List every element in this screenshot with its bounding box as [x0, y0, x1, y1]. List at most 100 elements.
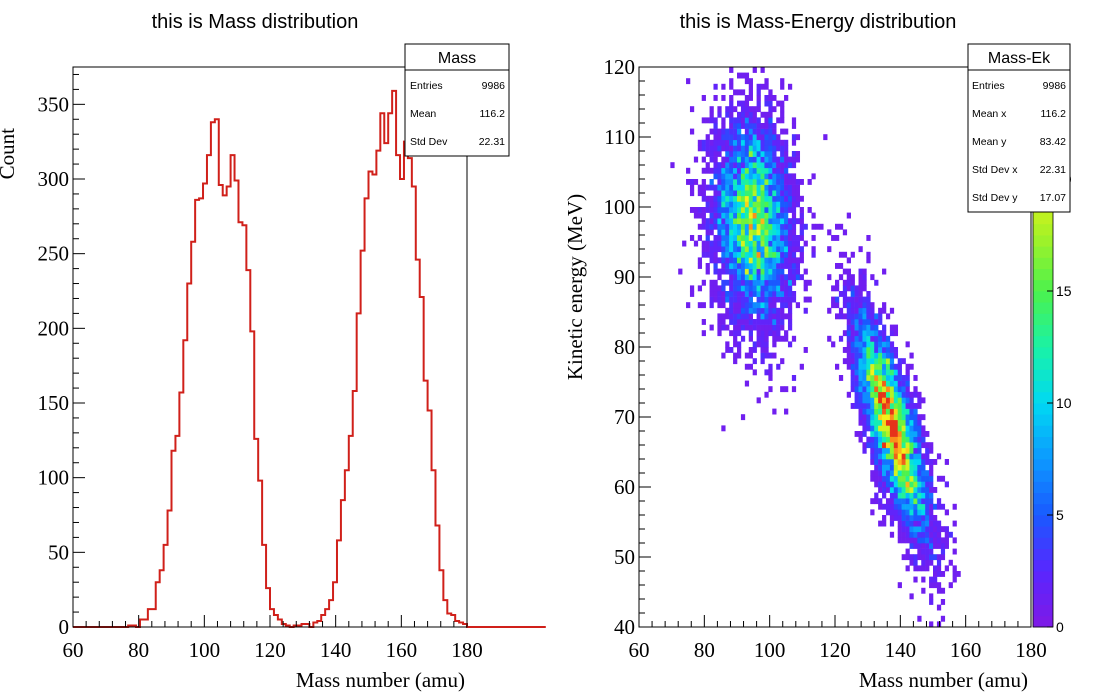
heatmap-cell: [929, 487, 934, 493]
heatmap-cell: [791, 123, 797, 129]
heatmap-cell: [866, 257, 871, 264]
heatmap-cell: [866, 358, 871, 365]
heatmap-cell: [838, 223, 844, 230]
heatmap-cell: [780, 117, 785, 124]
heatmap-cell: [733, 167, 738, 174]
heatmap-cell: [874, 369, 879, 376]
heatmap-cell: [917, 403, 922, 409]
heatmap-cell: [893, 436, 899, 443]
heatmap-cell: [752, 195, 757, 202]
heatmap-cell: [744, 235, 750, 241]
heatmap-cell: [744, 156, 750, 163]
heatmap-cell: [689, 190, 695, 197]
heatmap-cell: [936, 587, 942, 594]
heatmap-cell: [889, 419, 895, 426]
heatmap-cell: [866, 302, 871, 309]
heatmap-cell: [795, 151, 801, 157]
heatmap-cell: [921, 531, 926, 538]
heatmap-cell: [862, 391, 867, 398]
heatmap-cell: [893, 375, 899, 381]
heatmap-cell: [878, 453, 883, 460]
heatmap-cell: [897, 520, 902, 527]
heatmap-cell: [709, 195, 714, 202]
heatmap-cell: [882, 380, 887, 387]
mass-histogram-bin: [424, 381, 428, 627]
y-tick-label: 350: [38, 92, 70, 116]
heatmap-cell: [717, 268, 722, 275]
heatmap-cell: [772, 285, 777, 292]
mass-histogram-bin: [455, 621, 459, 627]
heatmap-cell: [737, 190, 742, 197]
heatmap-cell: [870, 498, 875, 505]
x-tick-label: 80: [128, 638, 149, 662]
mass-stats-value: 22.31: [479, 136, 505, 148]
palette-swatch: [1033, 537, 1053, 549]
heatmap-cell: [752, 167, 757, 174]
heatmap-cell: [733, 179, 738, 185]
heatmap-cell: [874, 475, 879, 482]
heatmap-cell: [850, 307, 855, 314]
heatmap-cell: [721, 223, 726, 230]
heatmap-cell: [752, 229, 757, 236]
heatmap-cell: [780, 268, 785, 275]
heatmap-cell: [729, 240, 734, 247]
heatmap-cell: [780, 207, 785, 213]
heatmap-cell: [756, 167, 761, 174]
heatmap-cell: [748, 111, 753, 118]
heatmap-cell: [862, 313, 867, 320]
heatmap-cell: [748, 223, 753, 230]
heatmap-cell: [901, 431, 906, 437]
heatmap-cell: [721, 257, 726, 264]
heatmap-cell: [760, 223, 765, 230]
heatmap-cell: [936, 526, 942, 533]
heatmap-cell: [709, 179, 714, 185]
heatmap-cell: [760, 162, 765, 169]
heatmap-cell: [772, 184, 777, 191]
heatmap-cell: [776, 100, 781, 107]
heatmap-cell: [858, 302, 863, 309]
heatmap-cell: [740, 268, 746, 275]
heatmap-cell: [772, 162, 777, 169]
heatmap-cell: [764, 246, 769, 253]
mass-histogram-bin: [349, 436, 353, 627]
heatmap-cell: [740, 319, 746, 325]
mass-histogram-bin: [420, 297, 424, 627]
heatmap-cell: [701, 218, 706, 225]
heatmap-cell: [744, 151, 750, 157]
heatmap-cell: [733, 235, 738, 241]
heatmap-cell: [862, 347, 867, 353]
heatmap-cell: [901, 464, 906, 471]
heatmap-cell: [772, 330, 777, 337]
heatmap-cell: [897, 425, 902, 432]
heatmap-cell: [897, 582, 902, 589]
heatmap-cell: [705, 263, 710, 269]
heatmap-cell: [925, 548, 930, 555]
heatmap-cell: [756, 296, 761, 303]
heatmap-cell: [870, 274, 875, 281]
heatmap-cell: [882, 358, 887, 365]
heatmap-cell: [748, 173, 753, 180]
heatmap-cell: [744, 302, 750, 309]
heatmap-cell: [854, 330, 859, 337]
heatmap-cell: [803, 268, 808, 275]
heatmap-cell: [729, 347, 734, 353]
heatmap-cell: [756, 179, 761, 185]
heatmap-cell: [858, 341, 863, 348]
heatmap-cell: [870, 319, 875, 325]
heatmap-cell: [780, 302, 785, 309]
heatmap-cell: [944, 537, 949, 544]
heatmap-cell: [764, 274, 769, 281]
heatmap-cell: [874, 464, 879, 471]
heatmap-cell: [917, 470, 922, 477]
heatmap-cell: [709, 223, 714, 230]
heatmap-cell: [752, 268, 757, 275]
heatmap-cell: [787, 319, 793, 325]
mass-stats-label: Std Dev: [410, 136, 448, 148]
heatmap-cell: [756, 156, 761, 163]
heatmap-cell: [835, 363, 840, 370]
heatmap-cell: [897, 414, 902, 421]
heatmap-cell: [776, 223, 781, 230]
mass-energy-heatmap: [670, 67, 961, 628]
heatmap-cell: [933, 537, 938, 544]
heatmap-cell: [905, 397, 910, 404]
